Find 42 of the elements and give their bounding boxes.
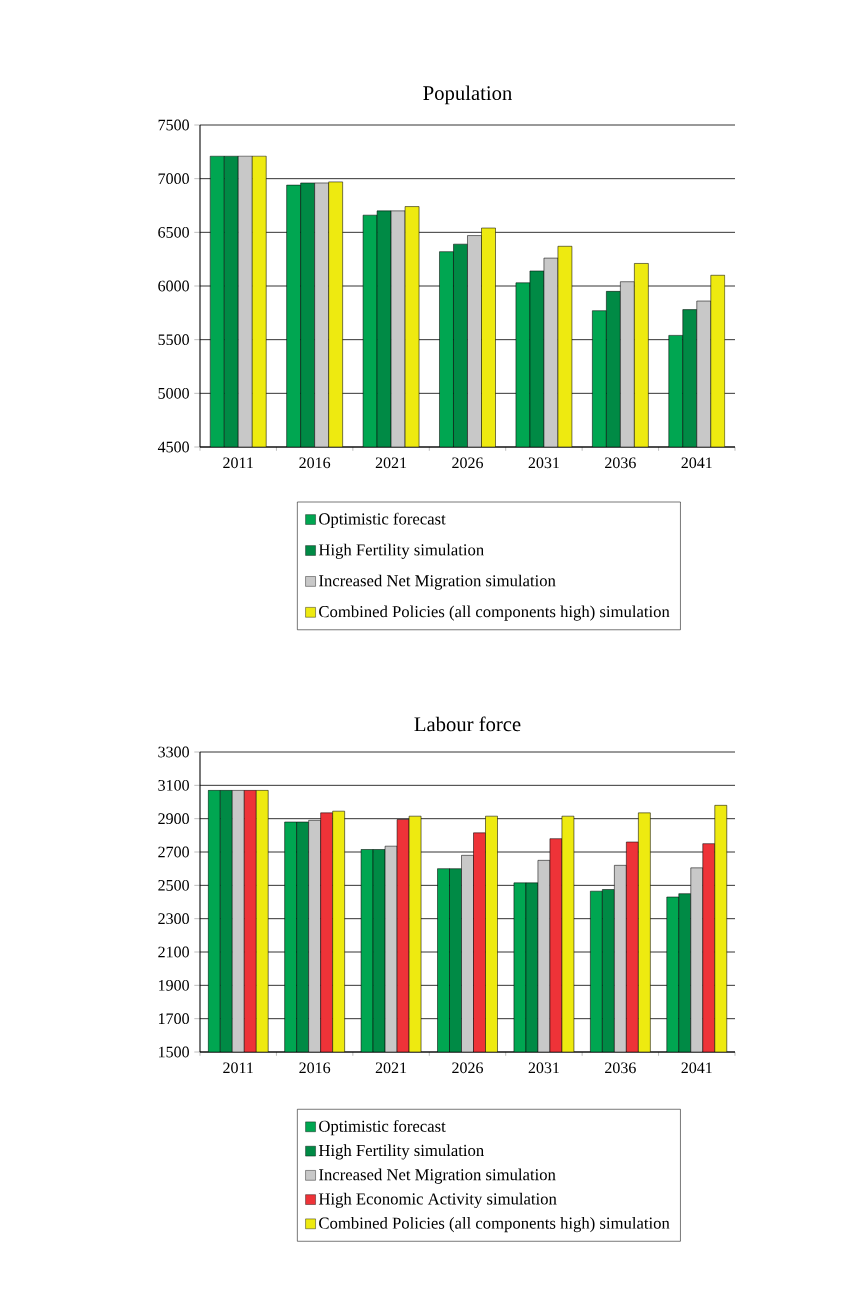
y-tick-label: 6000 bbox=[158, 280, 189, 292]
x-tick-label: 2016 bbox=[299, 1062, 331, 1074]
y-tick-label: 5500 bbox=[158, 334, 189, 346]
y-tick-label: 4500 bbox=[157, 441, 189, 453]
y-tick-label: 6500 bbox=[158, 226, 189, 238]
legend-label: Increased Net Migration simulation bbox=[319, 1168, 556, 1184]
legend-label: Optimistic forecast bbox=[319, 512, 446, 528]
y-tick-label: 3100 bbox=[158, 779, 189, 791]
y-tick-label: 1500 bbox=[159, 1046, 189, 1058]
x-tick-label: 2036 bbox=[605, 1062, 636, 1074]
y-tick-label: 2900 bbox=[158, 813, 189, 825]
x-tick-label: 2021 bbox=[375, 1062, 407, 1074]
y-tick-label: 7500 bbox=[158, 119, 189, 131]
x-tick-label: 2016 bbox=[299, 457, 331, 469]
y-tick-label: 2500 bbox=[158, 879, 189, 891]
legend-label: Combined Policies (all components high) simulation bbox=[319, 1217, 670, 1233]
legend-label: Optimistic forecast bbox=[319, 1119, 446, 1136]
y-tick-label: 1900 bbox=[159, 979, 189, 991]
x-tick-label: 2041 bbox=[681, 457, 712, 469]
x-tick-label: 2026 bbox=[452, 457, 484, 469]
y-tick-label: 1700 bbox=[159, 1013, 189, 1025]
x-tick-label: 2031 bbox=[528, 1062, 559, 1074]
x-tick-label: 2021 bbox=[375, 457, 407, 469]
legend-label: High Fertility simulation bbox=[318, 543, 484, 559]
legend-label: High Economic Activity simulation bbox=[318, 1192, 557, 1208]
legend-label: Increased Net Migration simulation bbox=[319, 574, 556, 590]
chart-title: Labour force bbox=[414, 716, 521, 732]
x-tick-label: 2036 bbox=[605, 457, 636, 469]
chart-title: Population bbox=[423, 85, 512, 105]
x-tick-label: 2011 bbox=[223, 1062, 253, 1074]
y-tick-label: 2700 bbox=[158, 846, 189, 858]
y-tick-label: 3300 bbox=[158, 746, 189, 758]
x-tick-label: 2031 bbox=[528, 457, 559, 469]
x-tick-label: 2026 bbox=[452, 1062, 484, 1074]
y-tick-label: 5000 bbox=[158, 387, 189, 399]
x-tick-label: 2041 bbox=[681, 1062, 712, 1074]
legend-label: Combined Policies (all components high) simulation bbox=[319, 605, 670, 621]
y-tick-label: 2100 bbox=[158, 946, 189, 958]
y-tick-label: 7000 bbox=[158, 173, 189, 185]
y-tick-label: 2300 bbox=[158, 913, 189, 925]
x-tick-label: 2011 bbox=[223, 457, 253, 469]
legend-label: High Fertility simulation bbox=[318, 1144, 484, 1160]
